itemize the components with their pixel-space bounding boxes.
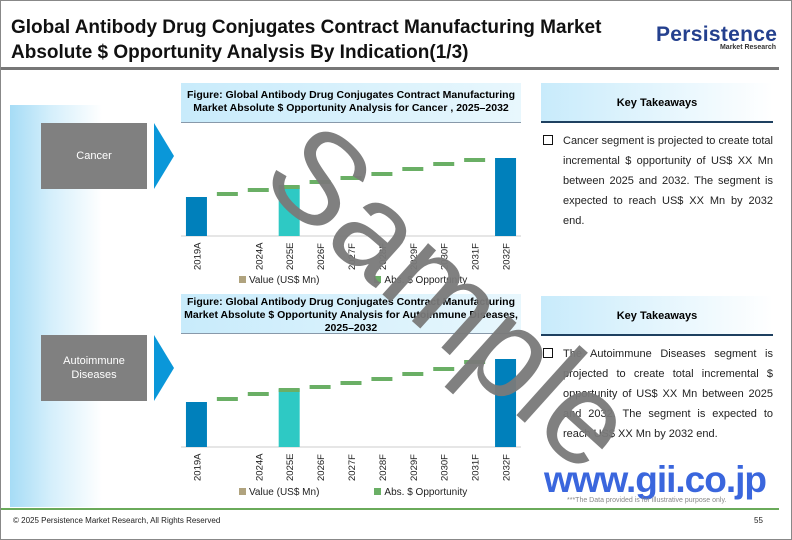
legend-opportunity: Abs. $ Opportunity (374, 275, 467, 286)
arrow-right-icon (154, 123, 174, 189)
value-bar (278, 186, 300, 236)
x-tick-label: 2028F (378, 454, 389, 481)
value-bar (185, 402, 207, 447)
x-tick-label: 2024A (254, 242, 265, 270)
x-tick-label: 2032F (502, 454, 513, 481)
arrow-right-icon (154, 335, 174, 401)
x-tick-label: 2029F (409, 454, 420, 481)
x-tick-label: 2027F (347, 454, 358, 481)
opportunity-mark (464, 360, 486, 364)
chart-cancer: 2019A 2024A 2025E 2026F 2027F 2028F 2029F 2030F… (181, 158, 521, 270)
opportunity-mark (340, 381, 362, 385)
opportunity-mark (309, 180, 331, 184)
x-tick-label: 2024A (254, 453, 265, 481)
opportunity-mark (402, 167, 424, 171)
legend-value: Value (US$ Mn) (239, 275, 319, 286)
x-tick-label: 2026F (316, 243, 327, 270)
takeaway-cancer: Cancer segment is projected to create to… (543, 131, 773, 231)
opportunity-mark (371, 172, 393, 176)
legend-opportunity: Abs. $ Opportunity (374, 487, 467, 498)
segment-autoimmune: Autoimmune Diseases (41, 335, 147, 401)
x-tick-label: 2032F (502, 243, 513, 270)
copyright: © 2025 Persistence Market Research, All … (13, 516, 221, 525)
key-takeaways-heading: Key Takeaways (541, 83, 773, 123)
footer-divider (1, 508, 779, 510)
value-bar (495, 359, 517, 447)
x-tick-label: 2031F (471, 243, 482, 270)
opportunity-mark (278, 388, 300, 392)
opportunity-mark (216, 192, 238, 196)
x-tick-label: 2025E (285, 454, 296, 481)
disclaimer-note: ***The Data provided is for illustrative… (567, 497, 727, 504)
chart-title-autoimmune: Figure: Global Antibody Drug Conjugates … (181, 294, 521, 334)
opportunity-mark (247, 392, 269, 396)
page-number: 55 (754, 516, 763, 525)
legend-value: Value (US$ Mn) (239, 487, 319, 498)
page-title: Global Antibody Drug Conjugates Contract… (11, 17, 602, 63)
takeaway-autoimmune: The Autoimmune Diseases segment is proje… (543, 344, 773, 444)
x-tick-label: 2025E (285, 243, 296, 270)
value-bar (278, 389, 300, 447)
x-tick-label: 2028F (378, 243, 389, 270)
chart-autoimmune: 2019A 2024A 2025E 2026F 2027F 2028F 2029F 2030F… (181, 359, 521, 481)
opportunity-mark (433, 367, 455, 371)
opportunity-mark (216, 397, 238, 401)
opportunity-mark (433, 162, 455, 166)
x-tick-label: 2027F (347, 243, 358, 270)
segment-cancer: Cancer (41, 123, 147, 189)
opportunity-mark (402, 372, 424, 376)
x-tick-label: 2019A (192, 242, 203, 270)
logo-main: Persistence (656, 23, 778, 46)
opportunity-mark (340, 176, 362, 180)
site-watermark: www.gii.co.jp (544, 459, 767, 500)
x-tick-label: 2019A (192, 453, 203, 481)
checkbox-bullet-icon (543, 135, 553, 145)
x-tick-label: 2031F (471, 454, 482, 481)
opportunity-mark (309, 385, 331, 389)
chart-title-cancer: Figure: Global Antibody Drug Conjugates … (181, 83, 521, 123)
opportunity-mark (464, 158, 486, 162)
logo: Persistence Market Research (656, 23, 778, 51)
value-bar (185, 197, 207, 236)
opportunity-mark (247, 188, 269, 192)
opportunity-mark (278, 185, 300, 189)
legend-cancer: Value (US$ Mn) Abs. $ Opportunity (239, 275, 467, 286)
value-bar (495, 158, 517, 236)
key-takeaways-heading: Key Takeaways (541, 296, 773, 336)
checkbox-bullet-icon (543, 348, 553, 358)
x-tick-label: 2030F (440, 454, 451, 481)
logo-sub: Market Research (719, 44, 776, 51)
x-tick-label: 2030F (440, 243, 451, 270)
legend-autoimmune: Value (US$ Mn) Abs. $ Opportunity (239, 487, 467, 498)
opportunity-mark (371, 377, 393, 381)
x-tick-label: 2026F (316, 454, 327, 481)
x-tick-label: 2029F (409, 243, 420, 270)
divider (1, 67, 779, 70)
